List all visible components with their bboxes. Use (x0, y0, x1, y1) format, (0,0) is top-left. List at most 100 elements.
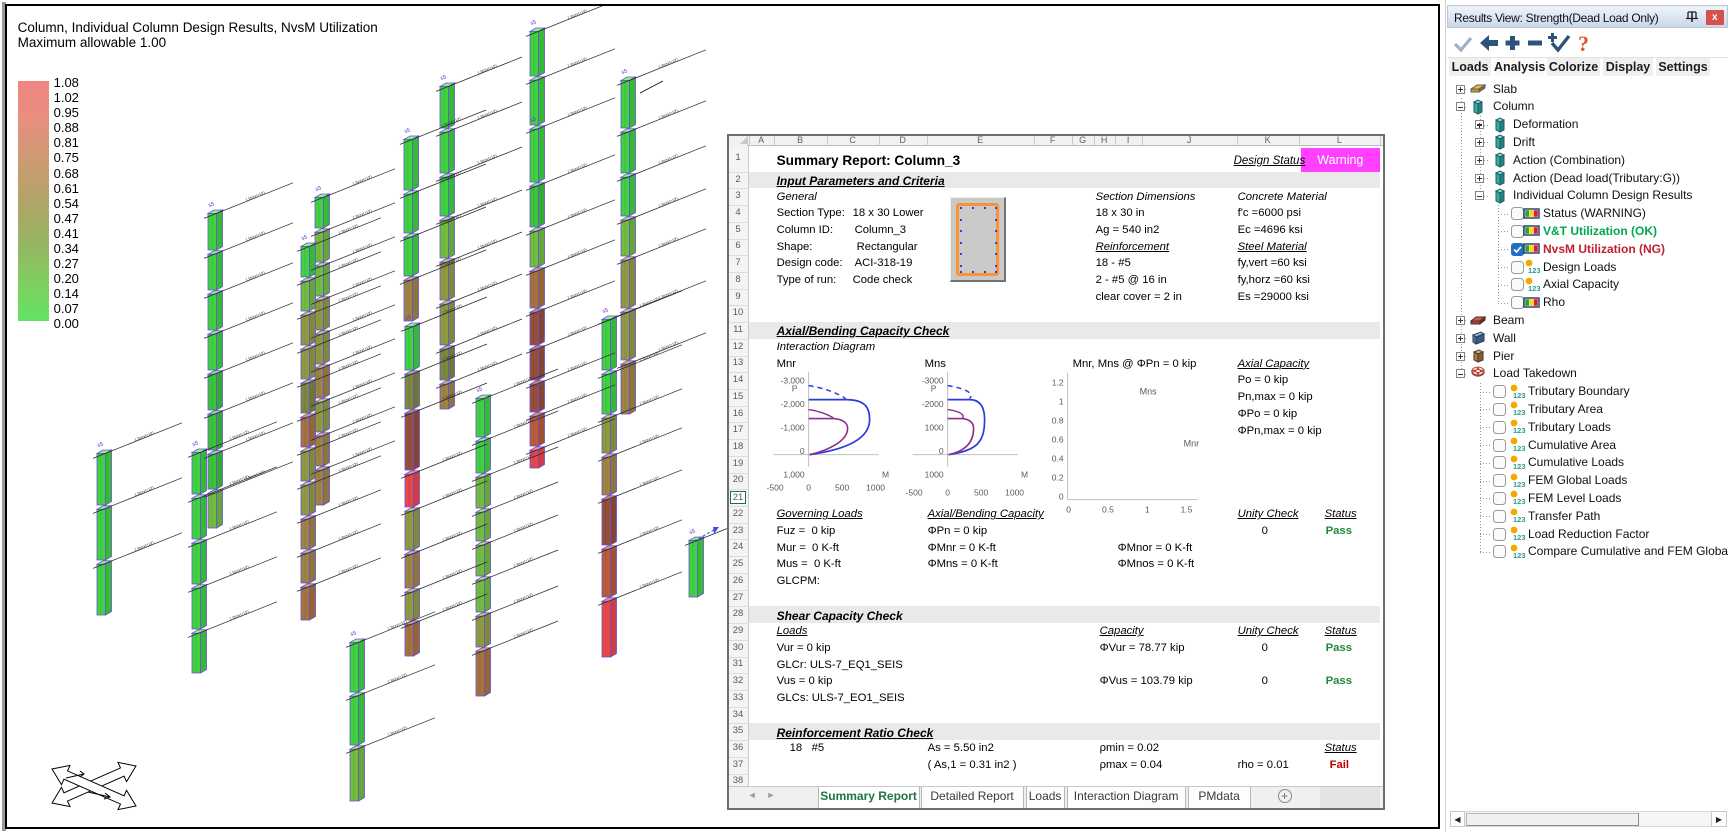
svg-text:1 Story(+13'): 1 Story(+13') (566, 360, 587, 371)
svg-text:1 Story(+13'): 1 Story(+13') (386, 619, 407, 630)
svg-text:1 Story(+13'): 1 Story(+13') (638, 577, 659, 588)
svg-text:123: 123 (1513, 408, 1526, 417)
svg-text:0.6: 0.6 (1052, 435, 1064, 445)
svg-text:0.2: 0.2 (1052, 473, 1064, 483)
svg-text:1 Story(+13'): 1 Story(+13') (512, 627, 533, 638)
svg-text:P: P (792, 384, 798, 394)
svg-text:0: 0 (806, 483, 811, 493)
svg-text:1.2: 1.2 (1052, 378, 1064, 388)
svg-text:s5: s5 (529, 19, 536, 27)
svg-text:s5: s5 (404, 314, 411, 322)
svg-text:1 Story(+13'): 1 Story(+13') (351, 276, 372, 287)
svg-text:1 Story(+13'): 1 Story(+13') (351, 174, 372, 185)
svg-text:500: 500 (974, 488, 988, 498)
svg-text:1 Story(+13'): 1 Story(+13') (244, 350, 265, 361)
svg-text:s5: s5 (96, 441, 103, 449)
svg-text:s5: s5 (403, 127, 410, 135)
svg-text:1 Story(+13'): 1 Story(+13') (244, 390, 265, 401)
svg-text:1: 1 (1145, 505, 1150, 515)
svg-text:1 Story(+13'): 1 Story(+13') (657, 108, 678, 119)
svg-text:1 Story(+13'): 1 Story(+13') (386, 672, 407, 683)
svg-text:1 Story(+13'): 1 Story(+13') (476, 196, 497, 207)
svg-text:s5: s5 (314, 185, 321, 193)
svg-text:s5: s5 (439, 74, 446, 82)
svg-text:123: 123 (1513, 515, 1526, 524)
svg-text:1 Story(+13'): 1 Story(+13') (476, 108, 497, 119)
svg-text:1 Story(+13'): 1 Story(+13') (476, 360, 497, 371)
svg-text:1 Story(+13'): 1 Story(+13') (476, 325, 497, 336)
svg-text:1000: 1000 (925, 470, 944, 480)
svg-text:M: M (1021, 470, 1028, 480)
svg-text:M: M (882, 470, 889, 480)
svg-text:1 Story(+13'): 1 Story(+13') (638, 525, 659, 536)
svg-text:1 Story(+13'): 1 Story(+13') (512, 375, 533, 386)
svg-text:1 Story(+13'): 1 Story(+13') (337, 461, 358, 472)
svg-text:1 Story(+13'): 1 Story(+13') (476, 280, 497, 291)
svg-text:1 Story(+13'): 1 Story(+13') (657, 340, 678, 351)
svg-text:123: 123 (1513, 551, 1526, 560)
svg-text:1 Story(+13'): 1 Story(+13') (566, 392, 587, 403)
svg-text:s5: s5 (191, 440, 198, 448)
svg-text:1 Story(+13'): 1 Story(+13') (441, 568, 462, 579)
svg-text:1 Story(+13'): 1 Story(+13') (337, 563, 358, 574)
svg-text:1 Story(+13'): 1 Story(+13') (657, 288, 678, 299)
svg-text:1 Story(+13'): 1 Story(+13') (386, 725, 407, 736)
svg-text:123: 123 (1513, 426, 1526, 435)
svg-text:-500: -500 (906, 488, 923, 498)
svg-text:1 Story(+13'): 1 Story(+13') (440, 213, 461, 224)
svg-text:1 Story(+13'): 1 Story(+13') (657, 196, 678, 207)
svg-text:1 Story(+13'): 1 Story(+13') (512, 521, 533, 532)
svg-text:1 Story(+13'): 1 Story(+13') (351, 310, 372, 321)
svg-text:1 Story(+13'): 1 Story(+13') (512, 592, 533, 603)
svg-text:123: 123 (1513, 480, 1526, 489)
svg-text:1 Story(+13'): 1 Story(+13') (657, 236, 678, 247)
svg-text:1 Story(+13'): 1 Story(+13') (638, 394, 659, 405)
svg-text:1 Story(+13'): 1 Story(+13') (228, 609, 249, 620)
svg-text:1 Story(+13'): 1 Story(+13') (657, 57, 678, 68)
svg-text:1 Story(+13'): 1 Story(+13') (441, 450, 462, 461)
svg-text:s5: s5 (349, 630, 356, 638)
svg-text:1 Story(+13'): 1 Story(+13') (337, 393, 358, 404)
svg-text:1 Story(+13'): 1 Story(+13') (337, 359, 358, 370)
svg-text:-3,000: -3,000 (780, 376, 804, 386)
svg-text:1 Story(+13'): 1 Story(+13') (133, 430, 154, 441)
svg-text:1 Story(+13'): 1 Story(+13') (476, 153, 497, 164)
svg-text:0: 0 (945, 488, 950, 498)
svg-text:-500: -500 (767, 483, 784, 493)
svg-text:123: 123 (1513, 444, 1526, 453)
svg-text:1 Story(+13'): 1 Story(+13') (512, 488, 533, 499)
svg-text:0: 0 (1066, 505, 1071, 515)
svg-text:1 Story(+13'): 1 Story(+13') (566, 105, 587, 116)
svg-text:Mnr: Mnr (1184, 439, 1200, 449)
svg-text:?: ? (1578, 31, 1589, 56)
svg-text:0: 0 (1059, 492, 1064, 502)
svg-text:1 Story(+13'): 1 Story(+13') (566, 325, 587, 336)
svg-text:s5: s5 (601, 307, 608, 315)
svg-text:1,000: 1,000 (783, 470, 805, 480)
svg-text:1 Story(+13'): 1 Story(+13') (566, 207, 587, 218)
svg-text:123: 123 (1513, 497, 1526, 506)
svg-text:1 Story(+13'): 1 Story(+13') (476, 238, 497, 249)
svg-text:1 Story(+13'): 1 Story(+13') (351, 378, 372, 389)
svg-text:0.5: 0.5 (1102, 505, 1114, 515)
svg-text:1 Story(+13'): 1 Story(+13') (351, 446, 372, 457)
svg-text:1 Story(+13'): 1 Story(+13') (244, 190, 265, 201)
svg-text:500: 500 (835, 483, 849, 493)
svg-text:1 Story(+13'): 1 Story(+13') (351, 242, 372, 253)
svg-text:1 Story(+13'): 1 Story(+13') (440, 116, 461, 127)
svg-text:1 Story(+13'): 1 Story(+13') (228, 564, 249, 575)
svg-text:-3000: -3000 (922, 376, 944, 386)
svg-text:1 Story(+13'): 1 Story(+13') (441, 350, 462, 361)
svg-text:1 Story(+13'): 1 Story(+13') (476, 63, 497, 74)
svg-text:P: P (931, 384, 937, 394)
svg-text:Mns: Mns (1140, 387, 1158, 397)
svg-text:1 Story(+13'): 1 Story(+13') (228, 519, 249, 530)
svg-text:-2,000: -2,000 (780, 399, 804, 409)
svg-text:1 Story(+13'): 1 Story(+13') (441, 600, 462, 611)
svg-text:1 Story(+13'): 1 Story(+13') (440, 256, 461, 267)
svg-text:1 Story(+13'): 1 Story(+13') (441, 389, 462, 400)
svg-text:1 Story(+13'): 1 Story(+13') (512, 417, 533, 428)
svg-text:1 Story(+13'): 1 Story(+13') (566, 162, 587, 173)
svg-text:1 Story(+13'): 1 Story(+13') (351, 344, 372, 355)
svg-text:s5: s5 (475, 386, 482, 394)
